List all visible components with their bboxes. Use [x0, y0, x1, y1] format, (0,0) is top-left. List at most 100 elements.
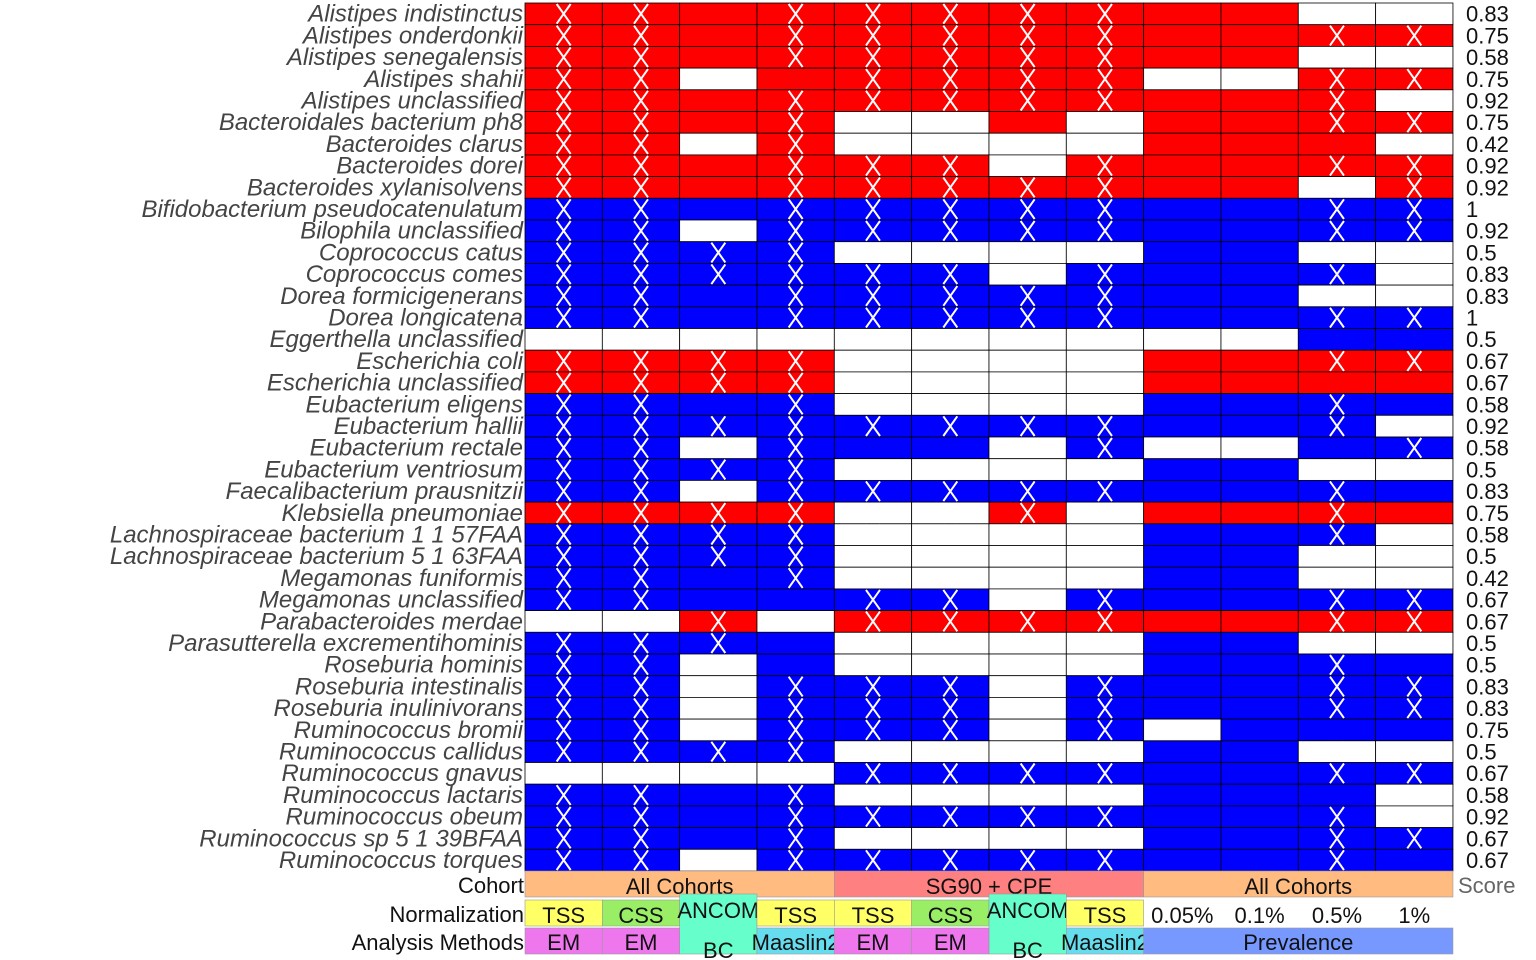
cross-mark [1097, 90, 1113, 112]
cross-mark [865, 220, 881, 242]
cross-mark [1097, 198, 1113, 220]
heatmap-cell [1065, 740, 1145, 763]
cross-mark [1406, 350, 1423, 372]
cross-mark [787, 806, 804, 828]
heatmap-cell [911, 393, 990, 416]
row-label: Klebsiella pneumoniae [282, 500, 524, 527]
cross-mark [865, 263, 881, 285]
cross-mark [555, 285, 572, 307]
cohort-title: Cohort [458, 873, 524, 898]
cross-mark [633, 676, 649, 697]
cross-mark [1019, 415, 1036, 437]
method-band [524, 927, 603, 955]
cross-mark [710, 350, 727, 372]
cross-mark [787, 90, 804, 112]
normalization-band [756, 899, 835, 927]
heatmap-cell [911, 241, 990, 264]
row-label: Coprococcus catus [319, 239, 523, 266]
cross-mark [787, 220, 804, 242]
cross-mark [1329, 589, 1345, 611]
row-score: 0.67 [1466, 609, 1509, 634]
heatmap-cell [524, 610, 603, 633]
row-score: 0.58 [1466, 523, 1509, 548]
row-score: 0.58 [1466, 45, 1509, 70]
cross-mark [942, 415, 959, 437]
score-title: Score [1458, 873, 1515, 898]
row-score: 0.67 [1466, 848, 1509, 873]
cross-mark [865, 806, 881, 828]
cross-mark [1019, 90, 1036, 112]
normalization-band [911, 899, 990, 927]
cross-mark [1019, 502, 1036, 524]
heatmap-cell [1220, 371, 1299, 394]
cross-mark [633, 90, 649, 112]
heatmap-cell [1220, 566, 1299, 590]
heatmap-cell [1375, 414, 1454, 438]
heatmap-cell [1143, 46, 1222, 69]
cross-mark [1019, 762, 1036, 784]
cross-mark [865, 762, 881, 784]
cross-mark [710, 611, 727, 632]
row-score: 0.5 [1466, 457, 1497, 482]
cross-mark [710, 524, 727, 546]
cross-mark [555, 220, 572, 242]
cross-mark [555, 46, 572, 68]
heatmap-cell [601, 610, 681, 633]
cross-mark [865, 502, 881, 524]
row-score: 0.58 [1466, 392, 1509, 417]
cross-mark [555, 133, 572, 155]
cross-mark [787, 415, 804, 437]
cross-mark [1406, 611, 1423, 632]
heatmap-cell [1065, 631, 1145, 655]
row-label: Ruminococcus gnavus [282, 760, 523, 787]
heatmap-cell [1143, 219, 1222, 243]
cross-mark [1329, 632, 1345, 654]
heatmap-cell [911, 349, 990, 373]
heatmap-cell [1065, 458, 1145, 481]
heatmap-cell [1220, 328, 1299, 351]
row-score: 0.67 [1466, 371, 1509, 396]
heatmap-cell [1220, 197, 1299, 221]
method-band [756, 927, 835, 955]
heatmap-cell [988, 458, 1067, 481]
heatmap-cell [1375, 458, 1454, 481]
cross-mark [787, 567, 804, 589]
cross-mark [1329, 611, 1345, 632]
cross-mark [787, 25, 804, 46]
cross-mark [1406, 697, 1423, 719]
cross-mark [555, 155, 572, 177]
heatmap-cell [1143, 24, 1222, 47]
heatmap-cell [911, 523, 990, 546]
cross-mark [710, 242, 727, 263]
heatmap-cell [679, 393, 758, 416]
heatmap-cell [833, 132, 913, 156]
heatmap-cell [1143, 501, 1222, 525]
cross-mark [1329, 394, 1345, 415]
row-label: Lachnospiraceae bacterium 5 1 63FAA [110, 543, 523, 570]
cross-mark [1097, 806, 1113, 828]
cross-mark [555, 849, 572, 871]
cross-mark [942, 806, 959, 828]
cross-mark [787, 480, 804, 502]
cross-mark [1329, 849, 1345, 871]
cross-mark [555, 697, 572, 719]
row-score: 0.75 [1466, 501, 1509, 526]
row-score: 0.67 [1466, 349, 1509, 374]
cross-mark [1019, 611, 1036, 632]
heatmap-cell [833, 653, 913, 677]
heatmap-cell [1143, 783, 1222, 807]
heatmap-cell [1143, 393, 1222, 416]
row-label: Bacteroidales bacterium ph8 [219, 109, 524, 136]
heatmap-cell [679, 67, 758, 91]
normalization-title: Normalization [390, 902, 525, 927]
cross-mark [555, 25, 572, 46]
heatmap-cell [1220, 783, 1299, 807]
method-label: Maaslin2 [752, 930, 840, 955]
heatmap-cell [1143, 67, 1222, 91]
row-label: Bifidobacterium pseudocatenulatum [141, 196, 523, 223]
normalization-label: TSS [542, 903, 585, 928]
cross-mark [1019, 307, 1036, 329]
row-score: 1 [1466, 306, 1478, 331]
heatmap-cell [1220, 89, 1299, 112]
